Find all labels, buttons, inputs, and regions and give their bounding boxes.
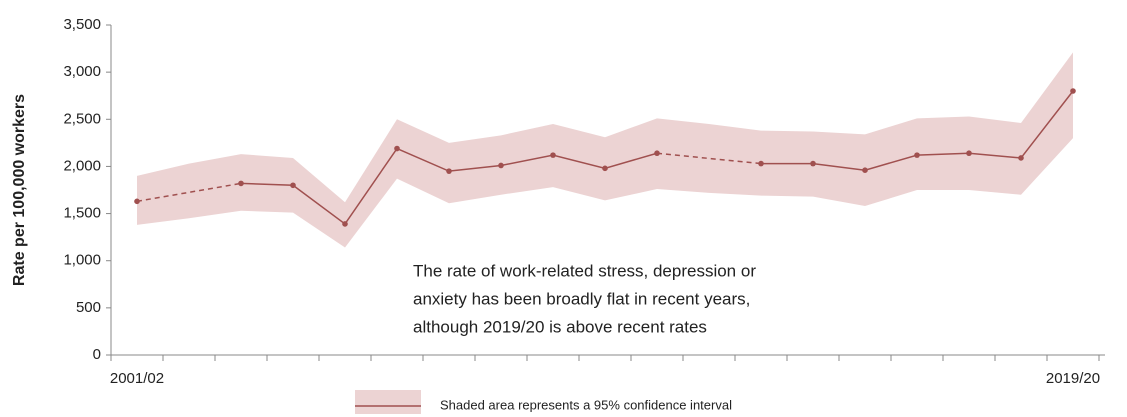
y-tick-label: 2,000 <box>63 157 101 174</box>
point <box>290 182 296 189</box>
annotation: anxiety has been broadly flat in recent … <box>413 289 750 308</box>
point <box>810 160 816 167</box>
point <box>394 145 400 152</box>
y-tick-label: 3,000 <box>63 63 101 80</box>
y-tick-label: 3,500 <box>63 16 101 33</box>
point <box>550 152 556 158</box>
point <box>238 180 244 187</box>
annotation: The rate of work-related stress, depress… <box>413 261 756 280</box>
point <box>602 165 608 172</box>
x-tick-label: 2001/02 <box>110 370 164 387</box>
y-axis-label: Rate per 100,000 workers <box>11 94 28 286</box>
legend-swatch <box>355 390 421 414</box>
point <box>862 167 868 173</box>
y-tick-label: 2,500 <box>63 110 101 127</box>
y-tick-label: 1,000 <box>63 252 101 269</box>
y-tick-label: 500 <box>76 299 101 316</box>
point <box>446 168 452 174</box>
point <box>1070 88 1076 94</box>
point <box>914 152 920 158</box>
annotation: although 2019/20 is above recent rates <box>413 317 707 336</box>
y-tick-label: 0 <box>93 346 101 363</box>
point <box>966 150 972 157</box>
y-tick-label: 1,500 <box>63 205 101 222</box>
point <box>1018 155 1024 161</box>
point <box>758 160 764 167</box>
point <box>654 150 660 157</box>
legend-label: Shaded area represents a 95% confidence … <box>440 397 732 412</box>
point <box>498 162 504 169</box>
point <box>342 221 348 227</box>
point <box>134 198 140 205</box>
confidence-band <box>137 52 1073 248</box>
x-tick-label: 2019/20 <box>1046 370 1100 387</box>
